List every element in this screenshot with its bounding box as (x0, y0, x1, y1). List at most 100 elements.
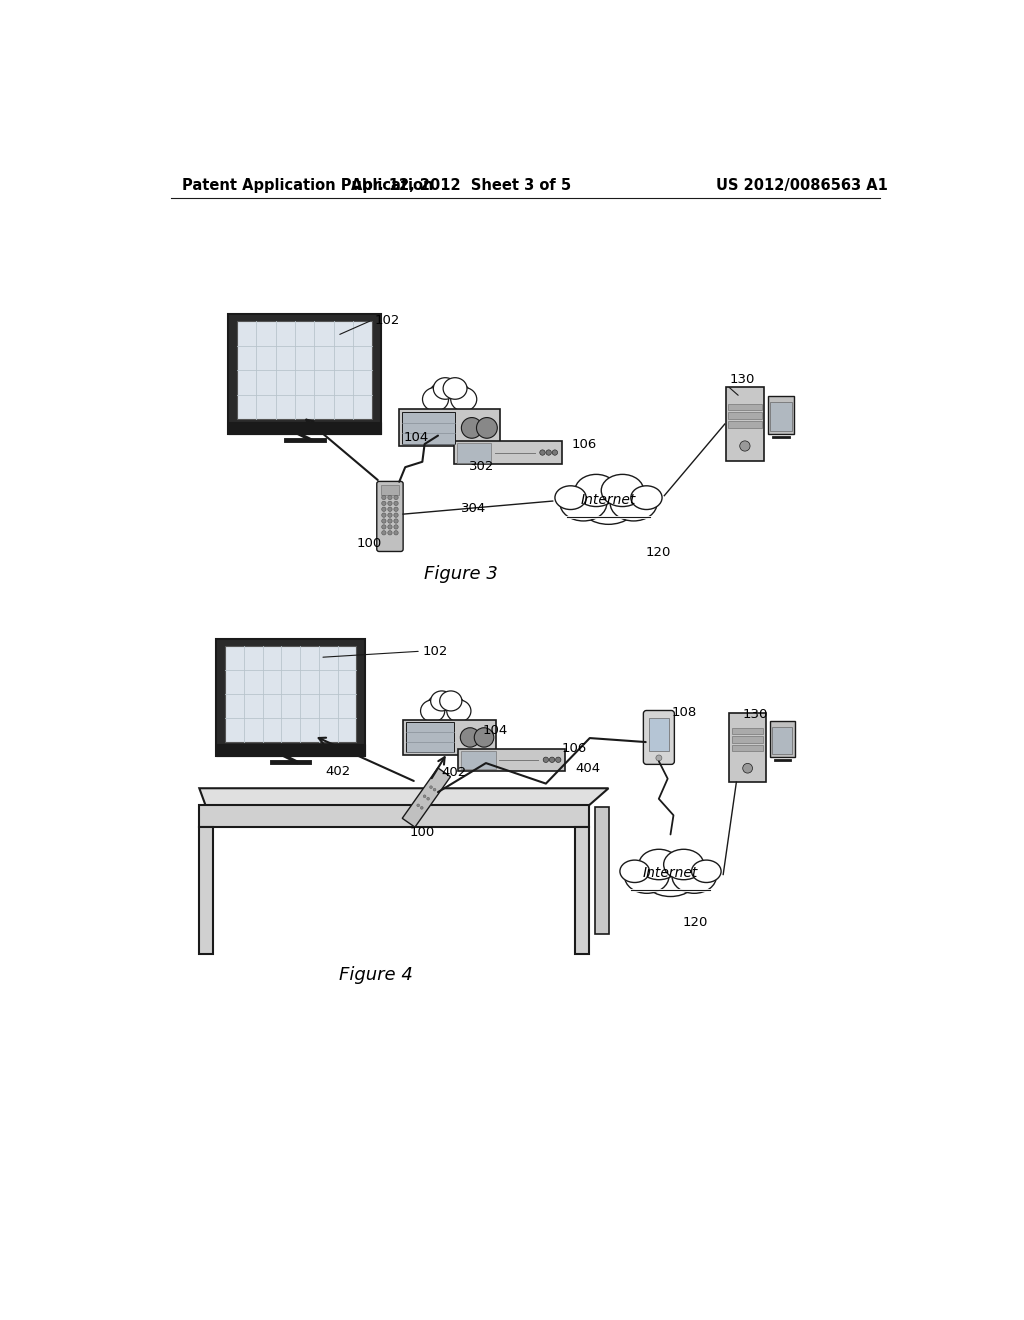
Circle shape (382, 513, 386, 517)
Text: Patent Application Publication: Patent Application Publication (182, 178, 434, 193)
Ellipse shape (620, 861, 649, 883)
Polygon shape (216, 639, 366, 756)
Circle shape (656, 755, 662, 760)
Polygon shape (200, 826, 213, 954)
Polygon shape (228, 422, 381, 434)
Polygon shape (399, 409, 500, 446)
Circle shape (388, 495, 392, 500)
Circle shape (382, 507, 386, 511)
Polygon shape (728, 404, 762, 411)
Ellipse shape (560, 486, 607, 521)
Circle shape (552, 450, 558, 455)
Circle shape (421, 807, 423, 809)
Circle shape (423, 795, 426, 797)
Polygon shape (595, 807, 608, 933)
Text: 130: 130 (729, 372, 755, 385)
Text: 402: 402 (326, 764, 351, 777)
Circle shape (742, 763, 753, 774)
Circle shape (388, 513, 392, 517)
Polygon shape (772, 727, 793, 754)
Text: 120: 120 (646, 546, 671, 560)
Ellipse shape (446, 700, 471, 722)
Polygon shape (238, 322, 372, 420)
Text: US 2012/0086563 A1: US 2012/0086563 A1 (717, 178, 888, 193)
Polygon shape (649, 718, 669, 751)
Ellipse shape (421, 700, 444, 722)
Ellipse shape (672, 859, 717, 894)
Polygon shape (216, 744, 366, 756)
Polygon shape (461, 751, 496, 770)
Text: 304: 304 (461, 502, 486, 515)
Ellipse shape (443, 378, 467, 399)
Polygon shape (402, 412, 455, 444)
Text: Internet: Internet (581, 492, 636, 507)
Ellipse shape (631, 486, 663, 510)
Circle shape (382, 525, 386, 529)
Ellipse shape (575, 474, 617, 507)
Text: Figure 4: Figure 4 (339, 966, 413, 983)
Polygon shape (728, 412, 762, 418)
Text: 404: 404 (575, 762, 600, 775)
Polygon shape (457, 442, 492, 462)
Ellipse shape (610, 486, 657, 521)
Text: 104: 104 (482, 723, 508, 737)
Circle shape (394, 507, 398, 511)
Text: Figure 3: Figure 3 (424, 565, 499, 583)
Circle shape (388, 519, 392, 523)
Circle shape (417, 804, 420, 807)
Circle shape (546, 450, 551, 455)
Circle shape (388, 507, 392, 511)
Circle shape (394, 513, 398, 517)
Polygon shape (728, 421, 762, 428)
Polygon shape (770, 721, 795, 758)
Text: 106: 106 (571, 438, 597, 451)
Polygon shape (402, 768, 451, 828)
Circle shape (427, 797, 429, 800)
Polygon shape (575, 826, 589, 954)
Circle shape (388, 502, 392, 506)
Ellipse shape (433, 378, 458, 399)
Circle shape (476, 417, 498, 438)
Polygon shape (200, 788, 608, 805)
Circle shape (388, 525, 392, 529)
Circle shape (382, 531, 386, 535)
FancyBboxPatch shape (643, 710, 675, 764)
Polygon shape (200, 805, 589, 826)
Polygon shape (458, 748, 565, 771)
Text: 100: 100 (410, 825, 435, 838)
Ellipse shape (428, 380, 471, 414)
Polygon shape (732, 729, 764, 734)
Circle shape (430, 785, 432, 788)
Ellipse shape (601, 474, 644, 507)
Text: 102: 102 (375, 314, 399, 326)
Circle shape (461, 727, 480, 747)
Polygon shape (770, 403, 793, 432)
Circle shape (433, 788, 436, 791)
Text: 402: 402 (442, 766, 467, 779)
Circle shape (394, 502, 398, 506)
Polygon shape (768, 396, 795, 434)
Circle shape (543, 758, 549, 763)
Text: 130: 130 (742, 708, 768, 721)
Circle shape (540, 450, 545, 455)
Circle shape (394, 525, 398, 529)
Ellipse shape (423, 387, 449, 411)
Circle shape (462, 417, 482, 438)
Circle shape (394, 531, 398, 535)
Polygon shape (225, 645, 356, 742)
Text: Apr. 12, 2012  Sheet 3 of 5: Apr. 12, 2012 Sheet 3 of 5 (351, 178, 571, 193)
Circle shape (556, 758, 561, 763)
Polygon shape (732, 744, 764, 751)
Circle shape (394, 519, 398, 523)
Ellipse shape (639, 849, 679, 879)
Polygon shape (732, 737, 764, 743)
Ellipse shape (451, 387, 477, 411)
Polygon shape (381, 486, 399, 495)
Circle shape (388, 531, 392, 535)
Text: 100: 100 (356, 537, 382, 550)
Ellipse shape (625, 859, 669, 894)
Circle shape (739, 441, 750, 451)
Ellipse shape (431, 690, 453, 711)
Text: 302: 302 (469, 459, 495, 473)
Ellipse shape (641, 853, 699, 896)
